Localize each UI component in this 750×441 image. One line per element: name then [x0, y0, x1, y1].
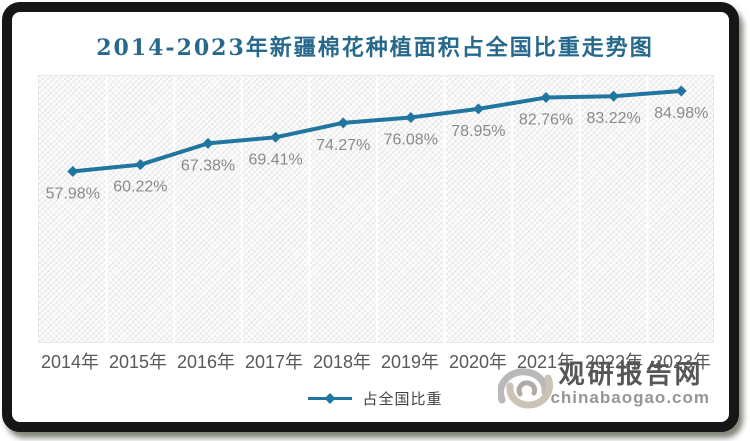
data-point-marker — [608, 90, 620, 102]
x-axis-label: 2016年 — [176, 352, 236, 372]
x-axis: 2014年 2015年 2016年 2017年 2018年 2019年 2020年 2021年… — [36, 350, 716, 374]
watermark: 观研报告网 chinabaogao.com — [498, 360, 710, 412]
x-axis-label: 2017年 — [244, 352, 304, 372]
legend-series-label: 占全国比重 — [362, 391, 443, 408]
data-point-marker — [67, 165, 79, 177]
x-axis-label: 2014年 — [40, 352, 100, 372]
data-label: 83.22% — [586, 110, 640, 127]
data-point-marker — [405, 111, 417, 123]
data-label: 78.95% — [451, 123, 505, 140]
data-label: 82.76% — [519, 112, 573, 129]
watermark-site-name: 观研报告网 — [558, 359, 704, 389]
data-label: 76.08% — [384, 131, 438, 148]
data-point-marker — [675, 85, 687, 97]
plot-area: 57.98% 60.22% 67.38% 69.41% 74.27% 76.08% 78.9… — [38, 75, 714, 344]
x-axis-label: 2021年 — [516, 352, 576, 372]
x-axis-label: 2019年 — [380, 352, 440, 372]
data-label: 67.38% — [181, 157, 235, 174]
data-point-marker — [134, 159, 146, 171]
data-label: 57.98% — [46, 185, 100, 202]
watermark-swirl-logo-icon — [498, 368, 554, 409]
watermark-site-domain: chinabaogao.com — [550, 388, 710, 407]
line-chart: 57.98% 60.22% 67.38% 69.41% 74.27% 76.08% 78.9… — [46, 76, 708, 344]
x-axis-label: 2023年 — [652, 352, 712, 372]
legend: 占全国比重 — [0, 388, 750, 409]
data-point-marker — [540, 92, 552, 104]
x-axis-label: 2020年 — [448, 352, 508, 372]
data-label: 74.27% — [316, 137, 370, 154]
legend-line-marker-icon — [308, 393, 353, 404]
data-point-marker — [202, 137, 214, 149]
x-axis-label: 2022年 — [584, 352, 644, 372]
data-point-marker — [337, 117, 349, 129]
chart-title: 2014-2023年新疆棉花种植面积占全国比重走势图 — [96, 35, 654, 61]
series-line — [70, 88, 684, 174]
x-axis-label: 2018年 — [312, 352, 372, 372]
data-label: 69.41% — [248, 151, 302, 168]
x-axis-label: 2015年 — [108, 352, 168, 372]
data-point-marker — [270, 131, 282, 143]
data-label: 84.98% — [654, 105, 708, 122]
data-point-marker — [472, 103, 484, 115]
data-label: 60.22% — [113, 179, 167, 196]
